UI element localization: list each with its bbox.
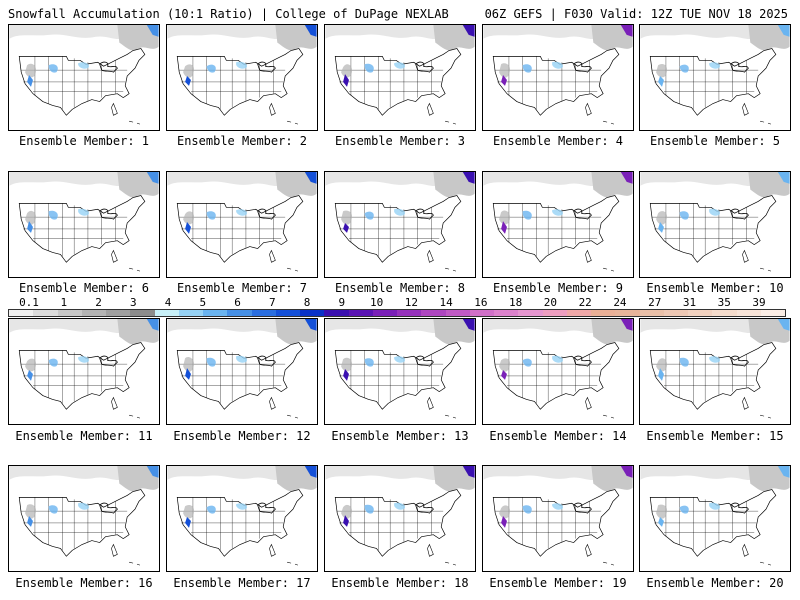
color-scale-swatch — [300, 310, 325, 316]
color-scale-bar — [8, 309, 786, 317]
color-scale-label: 39 — [752, 296, 766, 309]
color-scale-swatch — [33, 310, 58, 316]
color-scale-swatch — [203, 310, 228, 316]
ensemble-member-caption: Ensemble Member: 16 — [15, 576, 153, 590]
ensemble-member-caption: Ensemble Member: 7 — [176, 281, 308, 295]
color-scale-swatch — [688, 310, 713, 316]
color-scale-swatch — [591, 310, 616, 316]
ensemble-member-map — [166, 171, 318, 278]
color-scale-swatch — [9, 310, 34, 316]
color-scale-label: 6 — [234, 296, 241, 309]
color-scale-label: 14 — [439, 296, 453, 309]
ensemble-member-map — [639, 465, 791, 572]
color-scale-swatch — [663, 310, 688, 316]
color-scale-label: 3 — [129, 296, 137, 309]
color-scale-label: 9 — [338, 296, 346, 309]
ensemble-member-map — [324, 171, 476, 278]
color-scale-label: 18 — [509, 296, 523, 309]
ensemble-member-caption: Ensemble Member: 17 — [173, 576, 311, 590]
ensemble-member-map — [639, 318, 791, 425]
color-scale-label: 35 — [717, 296, 731, 309]
ensemble-member-caption: Ensemble Member: 6 — [18, 281, 150, 295]
color-scale-swatch — [445, 310, 470, 316]
color-scale-swatch — [372, 310, 397, 316]
ensemble-member-map — [639, 171, 791, 278]
ensemble-member-caption: Ensemble Member: 11 — [15, 429, 153, 443]
color-scale-swatch — [421, 310, 446, 316]
color-scale-swatch — [494, 310, 519, 316]
color-scale-swatch — [615, 310, 640, 316]
color-scale-label: 2 — [95, 296, 102, 309]
ensemble-member-caption: Ensemble Member: 12 — [173, 429, 311, 443]
color-scale-swatch — [57, 310, 82, 316]
ensemble-member-map — [482, 465, 634, 572]
color-scale-swatch — [542, 310, 567, 316]
color-scale-label: 31 — [682, 296, 697, 309]
color-scale-swatch — [639, 310, 664, 316]
color-scale-swatch — [712, 310, 737, 316]
color-scale-label: 0.1 — [19, 296, 39, 309]
color-scale-label: 1 — [60, 296, 68, 309]
ensemble-member-map — [324, 465, 476, 572]
color-scale-swatch — [227, 310, 252, 316]
ensemble-member-caption: Ensemble Member: 2 — [176, 134, 308, 148]
color-scale-swatch — [81, 310, 106, 316]
ensemble-member-map — [8, 465, 160, 572]
ensemble-member-caption: Ensemble Member: 13 — [331, 429, 469, 443]
color-scale-swatch — [130, 310, 155, 316]
color-scale-label: 4 — [164, 296, 172, 309]
ensemble-member-map — [639, 24, 791, 131]
ensemble-member-caption: Ensemble Member: 3 — [334, 134, 466, 148]
color-scale-label: 8 — [303, 296, 311, 309]
color-scale-label: 22 — [578, 296, 592, 309]
color-scale-swatch — [760, 310, 785, 316]
color-scale-label: 12 — [404, 296, 418, 309]
ensemble-member-map — [8, 171, 160, 278]
color-scale-swatch — [154, 310, 179, 316]
ensemble-member-caption: Ensemble Member: 1 — [18, 134, 150, 148]
color-scale-swatch — [397, 310, 422, 316]
ensemble-member-map — [324, 318, 476, 425]
color-scale-label: 10 — [369, 296, 384, 309]
color-scale-label: 5 — [199, 296, 207, 309]
color-scale-swatch — [469, 310, 494, 316]
color-scale-swatch — [348, 310, 373, 316]
color-scale-swatch — [106, 310, 131, 316]
color-scale-swatch — [736, 310, 761, 316]
chart-title: Snowfall Accumulation (10:1 Ratio) | Col… — [8, 7, 449, 21]
color-scale-swatch — [518, 310, 543, 316]
ensemble-member-map — [482, 171, 634, 278]
ensemble-member-caption: Ensemble Member: 5 — [649, 134, 781, 148]
ensemble-member-map — [8, 318, 160, 425]
color-scale-label: 16 — [474, 296, 488, 309]
color-scale-swatch — [275, 310, 300, 316]
color-scale-label: 27 — [648, 296, 662, 309]
color-scale-swatch — [566, 310, 591, 316]
ensemble-member-map — [166, 318, 318, 425]
ensemble-member-map — [482, 318, 634, 425]
color-scale-swatch — [324, 310, 349, 316]
ensemble-member-caption: Ensemble Member: 19 — [489, 576, 627, 590]
ensemble-member-caption: Ensemble Member: 9 — [492, 281, 624, 295]
color-scale-swatch — [178, 310, 203, 316]
ensemble-member-map — [166, 465, 318, 572]
ensemble-member-map — [324, 24, 476, 131]
ensemble-member-caption: Ensemble Member: 14 — [489, 429, 627, 443]
color-scale-swatch — [251, 310, 276, 316]
ensemble-member-caption: Ensemble Member: 10 — [646, 281, 784, 295]
ensemble-member-caption: Ensemble Member: 8 — [334, 281, 466, 295]
ensemble-member-caption: Ensemble Member: 15 — [646, 429, 784, 443]
color-scale-label: 24 — [613, 296, 627, 309]
ensemble-member-map — [166, 24, 318, 131]
ensemble-member-caption: Ensemble Member: 4 — [492, 134, 624, 148]
ensemble-member-caption: Ensemble Member: 18 — [331, 576, 469, 590]
color-scale-label: 20 — [543, 296, 558, 309]
color-scale-label: 7 — [269, 296, 276, 309]
ensemble-member-map — [482, 24, 634, 131]
ensemble-member-map — [8, 24, 160, 131]
ensemble-member-caption: Ensemble Member: 20 — [646, 576, 784, 590]
model-run-info: 06Z GEFS | F030 Valid: 12Z TUE NOV 18 20… — [484, 7, 788, 21]
